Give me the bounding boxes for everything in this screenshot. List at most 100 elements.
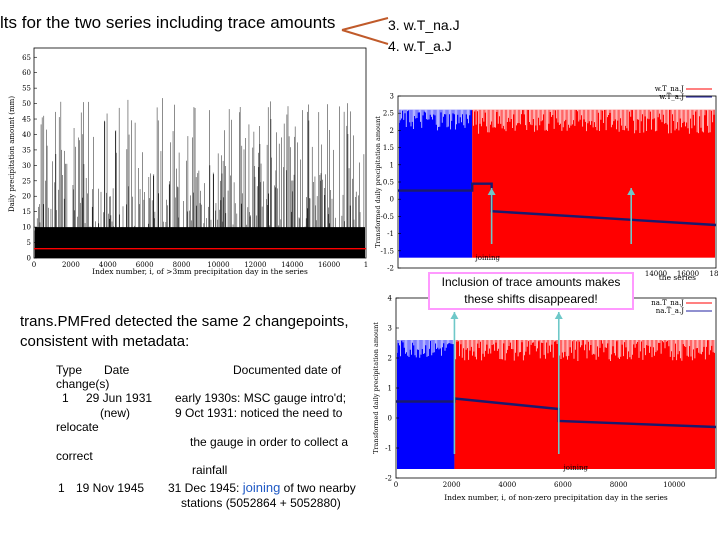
- chart3-y-tick-label: 4: [388, 295, 393, 303]
- chart1-y-tick-label: 50: [22, 100, 31, 108]
- chart1-x-tick-label: 8000: [173, 261, 191, 269]
- chart3-y-tick-label: 2: [388, 355, 392, 363]
- chart2-red-spikes: [471, 109, 715, 134]
- meta-row1-date: 29 Jun 1931: [86, 391, 153, 405]
- chart1-dense-base: [35, 227, 365, 258]
- chart1-ylabel: Daily precipitation amount (mm): [8, 96, 16, 212]
- trace-amount-callout: Inclusion of trace amounts makes these s…: [428, 272, 634, 310]
- chart2-x-tick-label: 16000: [677, 270, 699, 278]
- meta-row2-desc: 31 Dec 1945: joining of two nearby: [168, 480, 356, 496]
- chart1-y-tick-label: 45: [22, 116, 31, 124]
- chart3-joining-label: joining: [563, 464, 589, 472]
- chart3-series: [396, 340, 715, 469]
- chart3-ylabel: Transformed daily precipitation amount: [372, 322, 380, 454]
- chart3-x-ticks: 0 2000 4000 6000 8000 10000: [394, 481, 686, 489]
- chart1-y-tick-label: 20: [22, 193, 31, 201]
- meta-header-documented: Documented date of: [233, 363, 342, 377]
- chart3-xlabel: Index number, i, of non-zero precipitati…: [444, 493, 668, 502]
- chart3-mean-line: [396, 397, 717, 429]
- chart1-xlabel: Index number, i, of >3mm precipitation d…: [92, 267, 308, 276]
- chart1-y-tick-label: 60: [22, 69, 31, 77]
- legend-series-3: 3. w.T_na.J: [388, 17, 460, 33]
- meta-row2-desc-date: 31 Dec 1945:: [168, 481, 243, 495]
- chart3-blue-fill: [397, 340, 455, 469]
- chart3-y-tick-label: 1: [388, 385, 392, 393]
- chart1-y-ticks: 0 5 10 15 20 25 30 35 40 45 50 55 60 65: [22, 54, 37, 263]
- chart3-mean-path: [396, 397, 717, 429]
- chart3-x-tick-label: 0: [394, 481, 398, 489]
- chart2-arrow-head: [487, 188, 496, 195]
- transformed-chart-bottom: 4 3 2 1 0 -1 -2 0 2000 4000 6000 8000 10000 Transfo…: [372, 295, 717, 502]
- chart3-x-tick-label: 6000: [554, 481, 572, 489]
- meta-rainfall: rainfall: [192, 463, 228, 477]
- chart3-arrows: [450, 312, 563, 454]
- chart2-y-tick-label: 2.5: [383, 110, 394, 118]
- chart1-y-tick-label: 15: [22, 208, 31, 216]
- chart3-y-ticks: 4 3 2 1 0 -1 -2: [385, 295, 399, 483]
- chart2-legend-2: w.T_a.J: [659, 93, 684, 101]
- chart2-y-tick-label: -0.5: [381, 213, 395, 221]
- chart2-y-tick-label: 0: [390, 196, 394, 204]
- chart2-series: [398, 109, 715, 258]
- chart2-x-tick-label: 14000: [645, 270, 667, 278]
- chart1-y-tick-label: 65: [22, 54, 31, 62]
- chart3-arrow-head: [450, 312, 459, 319]
- meta-gauge-line: the gauge in order to collect a: [190, 435, 349, 449]
- chart1-x-tick-label: 1: [364, 261, 368, 269]
- chart1-y-tick-label: 30: [22, 162, 31, 170]
- chart2-x-tick-label: 18: [710, 270, 719, 278]
- chart2-y-tick-label: -1: [387, 230, 394, 238]
- meta-header-date: Date: [104, 363, 130, 377]
- slide-title: lts for the two series including trace a…: [0, 13, 336, 32]
- chart2-y-tick-label: -2: [387, 265, 394, 273]
- chart2-y-tick-label: 0.5: [383, 179, 394, 187]
- chart2-y-ticks: 3 2.5 2 1.5 1 0.5 0 -0.5 -1 -1.5 -2: [381, 93, 401, 273]
- chart3-y-tick-label: 0: [388, 415, 392, 423]
- meta-relocate: relocate: [56, 420, 99, 434]
- chart2-xlabel: the series: [659, 273, 696, 282]
- chart1-y-tick-label: 10: [22, 224, 31, 232]
- transformed-chart-top: 3 2.5 2 1.5 1 0.5 0 -0.5 -1 -1.5 -2 14000 16000 18 T…: [374, 85, 719, 282]
- legend-series-4: 4. w.T_a.J: [388, 38, 452, 54]
- meta-row2-type: 1: [58, 481, 65, 495]
- chart1-x-tick-label: 16000: [318, 261, 340, 269]
- meta-row2-desc-rest: of two nearby: [280, 481, 356, 495]
- chart1-x-tick-label: 2000: [62, 261, 80, 269]
- chart2-blue-fill: [399, 109, 473, 258]
- chart3-y-tick-label: -2: [385, 475, 392, 483]
- meta-row1-desc2: 9 Oct 1931: noticed the need to: [175, 406, 343, 420]
- meta-row2-date: 19 Nov 1945: [76, 481, 145, 495]
- chart2-y-tick-label: -1.5: [381, 247, 395, 255]
- chart2-arrows: [487, 188, 636, 244]
- chart3-x-tick-label: 10000: [663, 481, 685, 489]
- chart2-y-tick-label: 3: [390, 93, 394, 101]
- chart2-y-tick-label: 1: [390, 161, 394, 169]
- chart1-x-ticks: 0 2000 4000 6000 8000 10000 12000 14000 16000 1: [32, 261, 368, 269]
- chart2-blue-spikes: [398, 109, 472, 131]
- chart2-ylabel: Transformed daily precipitation amount: [374, 116, 382, 248]
- chart2-red-fill: [472, 109, 715, 258]
- chart2-y-tick-label: 2: [390, 127, 394, 135]
- chart1-x-tick-label: 14000: [281, 261, 303, 269]
- chart1-x-tick-label: 10000: [207, 261, 229, 269]
- chart2-mean-path: [398, 182, 717, 227]
- chart1-x-tick-label: 4000: [99, 261, 117, 269]
- chart2-joining-label: joining: [475, 254, 501, 262]
- chart2-x-ticks: 14000 16000 18: [645, 270, 719, 278]
- chart1-y-tick-label: 55: [22, 85, 31, 93]
- meta-row1-desc: early 1930s: MSC gauge intro'd;: [175, 391, 347, 405]
- meta-row2-joining: joining: [242, 480, 281, 495]
- chart3-legend-2: na.T_a.J: [656, 307, 684, 315]
- chart2-mean-line: [398, 182, 717, 227]
- meta-row1-type: 1: [62, 391, 69, 405]
- chart3-y-tick-label: 3: [388, 325, 392, 333]
- meta-correct: correct: [56, 449, 93, 463]
- meta-header-type: Type: [56, 363, 83, 377]
- chart1-bars: [34, 98, 366, 258]
- chart3-x-tick-label: 2000: [443, 481, 461, 489]
- meta-row2-stations: stations (5052864 + 5052880): [181, 496, 341, 510]
- chart2-y-tick-label: 1.5: [383, 144, 394, 152]
- chart3-red-fill: [454, 340, 715, 469]
- chart3-legend-1: na.T_na.J: [651, 299, 684, 307]
- chart3-x-tick-label: 8000: [610, 481, 628, 489]
